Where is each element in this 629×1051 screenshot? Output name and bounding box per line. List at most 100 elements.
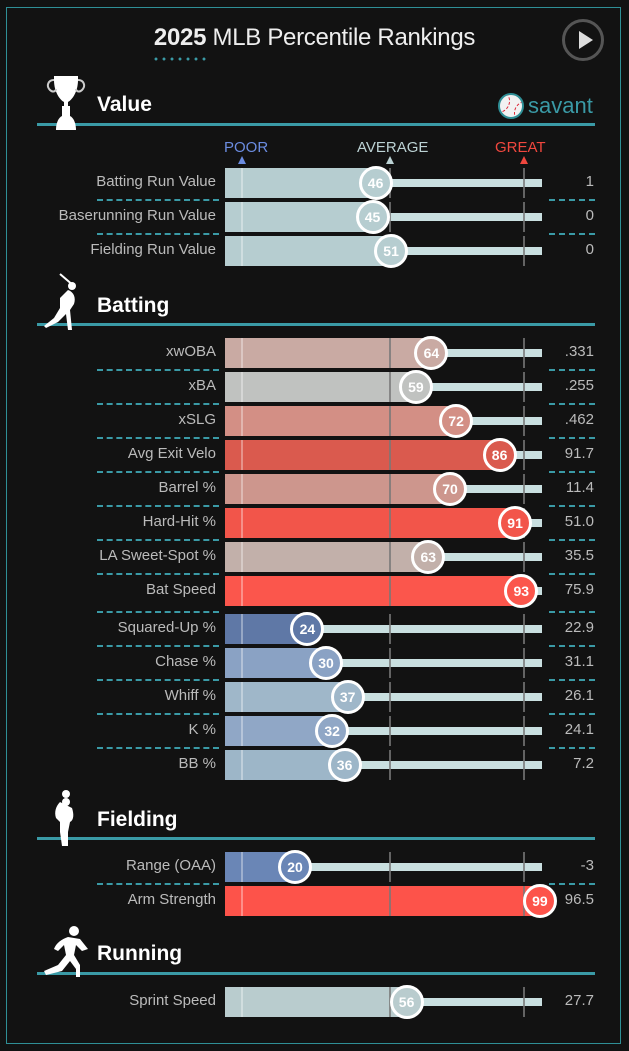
percentile-badge: 72 — [439, 404, 474, 438]
percentile-bar — [225, 542, 428, 572]
metric-row[interactable]: BB % 36 7.2 — [0, 748, 629, 782]
metric-row[interactable]: xwOBA 64 .331 — [0, 336, 629, 370]
section-title-running: Running — [97, 942, 183, 965]
metric-row[interactable]: Baserunning Run Value 45 0 — [0, 200, 629, 234]
row-separator — [549, 611, 595, 613]
metric-label: Avg Exit Velo — [127, 445, 216, 462]
section-divider — [37, 323, 595, 326]
scale-gridline — [389, 406, 391, 436]
percentile-bar — [225, 474, 449, 504]
metric-value: 24.1 — [564, 721, 594, 738]
metric-value: 7.2 — [573, 755, 594, 772]
percentile-badge: 99 — [522, 884, 557, 918]
scale-gridline — [389, 716, 391, 746]
card-frame — [6, 7, 621, 1044]
metric-label: K % — [188, 721, 216, 738]
scale-gridline — [241, 474, 243, 504]
fielder-icon — [52, 788, 82, 855]
average-marker-icon — [386, 156, 394, 164]
metric-value: 11.4 — [565, 479, 594, 496]
scale-gridline — [523, 440, 525, 470]
percentile-bar — [225, 716, 332, 746]
scale-gridline — [523, 168, 525, 198]
percentile-badge: 37 — [330, 680, 365, 714]
section-divider — [37, 123, 595, 126]
row-separator — [549, 471, 595, 473]
metric-label: Whiff % — [164, 687, 216, 704]
metric-label: xSLG — [178, 411, 216, 428]
metric-row[interactable]: Bat Speed 93 75.9 — [0, 574, 629, 608]
section-title-value: Value — [97, 93, 152, 116]
metric-value: -3 — [580, 857, 594, 874]
great-marker-icon — [520, 156, 528, 164]
percentile-badge: 36 — [327, 748, 362, 782]
percentile-track — [232, 727, 542, 735]
metric-label: Hard-Hit % — [142, 513, 216, 530]
title-text: MLB Percentile Rankings — [212, 24, 476, 51]
metric-row[interactable]: Hard-Hit % 91 51.0 — [0, 506, 629, 540]
metric-row[interactable]: xBA 59 .255 — [0, 370, 629, 404]
row-separator — [97, 437, 219, 439]
percentile-bar — [225, 406, 456, 436]
metric-row[interactable]: Arm Strength 99 96.5 — [0, 884, 629, 918]
metric-row[interactable]: Barrel % 70 11.4 — [0, 472, 629, 506]
savant-logo[interactable]: savant — [498, 93, 593, 119]
scale-gridline — [241, 886, 243, 916]
row-separator — [549, 679, 595, 681]
percentile-badge: 56 — [389, 985, 424, 1019]
page-title: 2025 MLB Percentile Rankings — [0, 24, 629, 52]
metric-value: .462 — [564, 411, 594, 428]
scale-gridline — [241, 682, 243, 712]
scale-gridline — [389, 682, 391, 712]
metric-row[interactable]: Chase % 30 31.1 — [0, 646, 629, 680]
scale-gridline — [523, 716, 525, 746]
scale-gridline — [389, 372, 391, 402]
metric-row[interactable]: LA Sweet-Spot % 63 35.5 — [0, 540, 629, 574]
scale-gridline — [389, 576, 391, 606]
metric-label: Fielding Run Value — [90, 241, 216, 258]
percentile-badge: 24 — [290, 612, 325, 646]
metric-row[interactable]: K % 32 24.1 — [0, 714, 629, 748]
row-separator — [97, 505, 219, 507]
metric-label: Batting Run Value — [96, 173, 216, 190]
percentile-bar — [225, 750, 344, 780]
scale-gridline — [241, 406, 243, 436]
metric-row[interactable]: Fielding Run Value 51 0 — [0, 234, 629, 268]
scale-gridline — [389, 648, 391, 678]
scale-gridline — [523, 474, 525, 504]
percentile-badge: 46 — [358, 166, 393, 200]
percentile-badge: 20 — [278, 850, 312, 884]
title-underline-dots — [152, 57, 208, 61]
scale-gridline — [241, 236, 243, 266]
percentile-badge: 63 — [411, 540, 446, 574]
metric-row[interactable]: Range (OAA) 20 -3 — [0, 850, 629, 884]
metric-value: 22.9 — [564, 619, 594, 636]
scale-gridline — [389, 474, 391, 504]
metric-row[interactable]: Batting Run Value 46 1 — [0, 166, 629, 200]
percentile-bar — [225, 648, 325, 678]
row-separator — [549, 505, 595, 507]
scale-gridline — [241, 508, 243, 538]
row-separator — [549, 645, 595, 647]
metric-label: Sprint Speed — [129, 992, 216, 1009]
percentile-bar — [225, 168, 375, 198]
percentile-bar — [225, 682, 347, 712]
scale-gridline — [389, 852, 391, 882]
percentile-track — [232, 693, 542, 701]
row-separator — [549, 403, 595, 405]
metric-row[interactable]: Sprint Speed 56 27.7 — [0, 985, 629, 1019]
metric-row[interactable]: xSLG 72 .462 — [0, 404, 629, 438]
scale-gridline — [523, 236, 525, 266]
metric-row[interactable]: Whiff % 37 26.1 — [0, 680, 629, 714]
metric-row[interactable]: Avg Exit Velo 86 91.7 — [0, 438, 629, 472]
metric-label: LA Sweet-Spot % — [99, 547, 216, 564]
row-separator — [549, 713, 595, 715]
metric-value: 75.9 — [564, 581, 594, 598]
row-separator — [97, 713, 219, 715]
row-separator — [97, 573, 219, 575]
metric-row[interactable]: Squared-Up % 24 22.9 — [0, 612, 629, 646]
percentile-badge: 93 — [504, 574, 539, 608]
scale-gridline — [523, 338, 525, 368]
percentile-bar — [225, 508, 515, 538]
play-button[interactable] — [562, 19, 604, 61]
